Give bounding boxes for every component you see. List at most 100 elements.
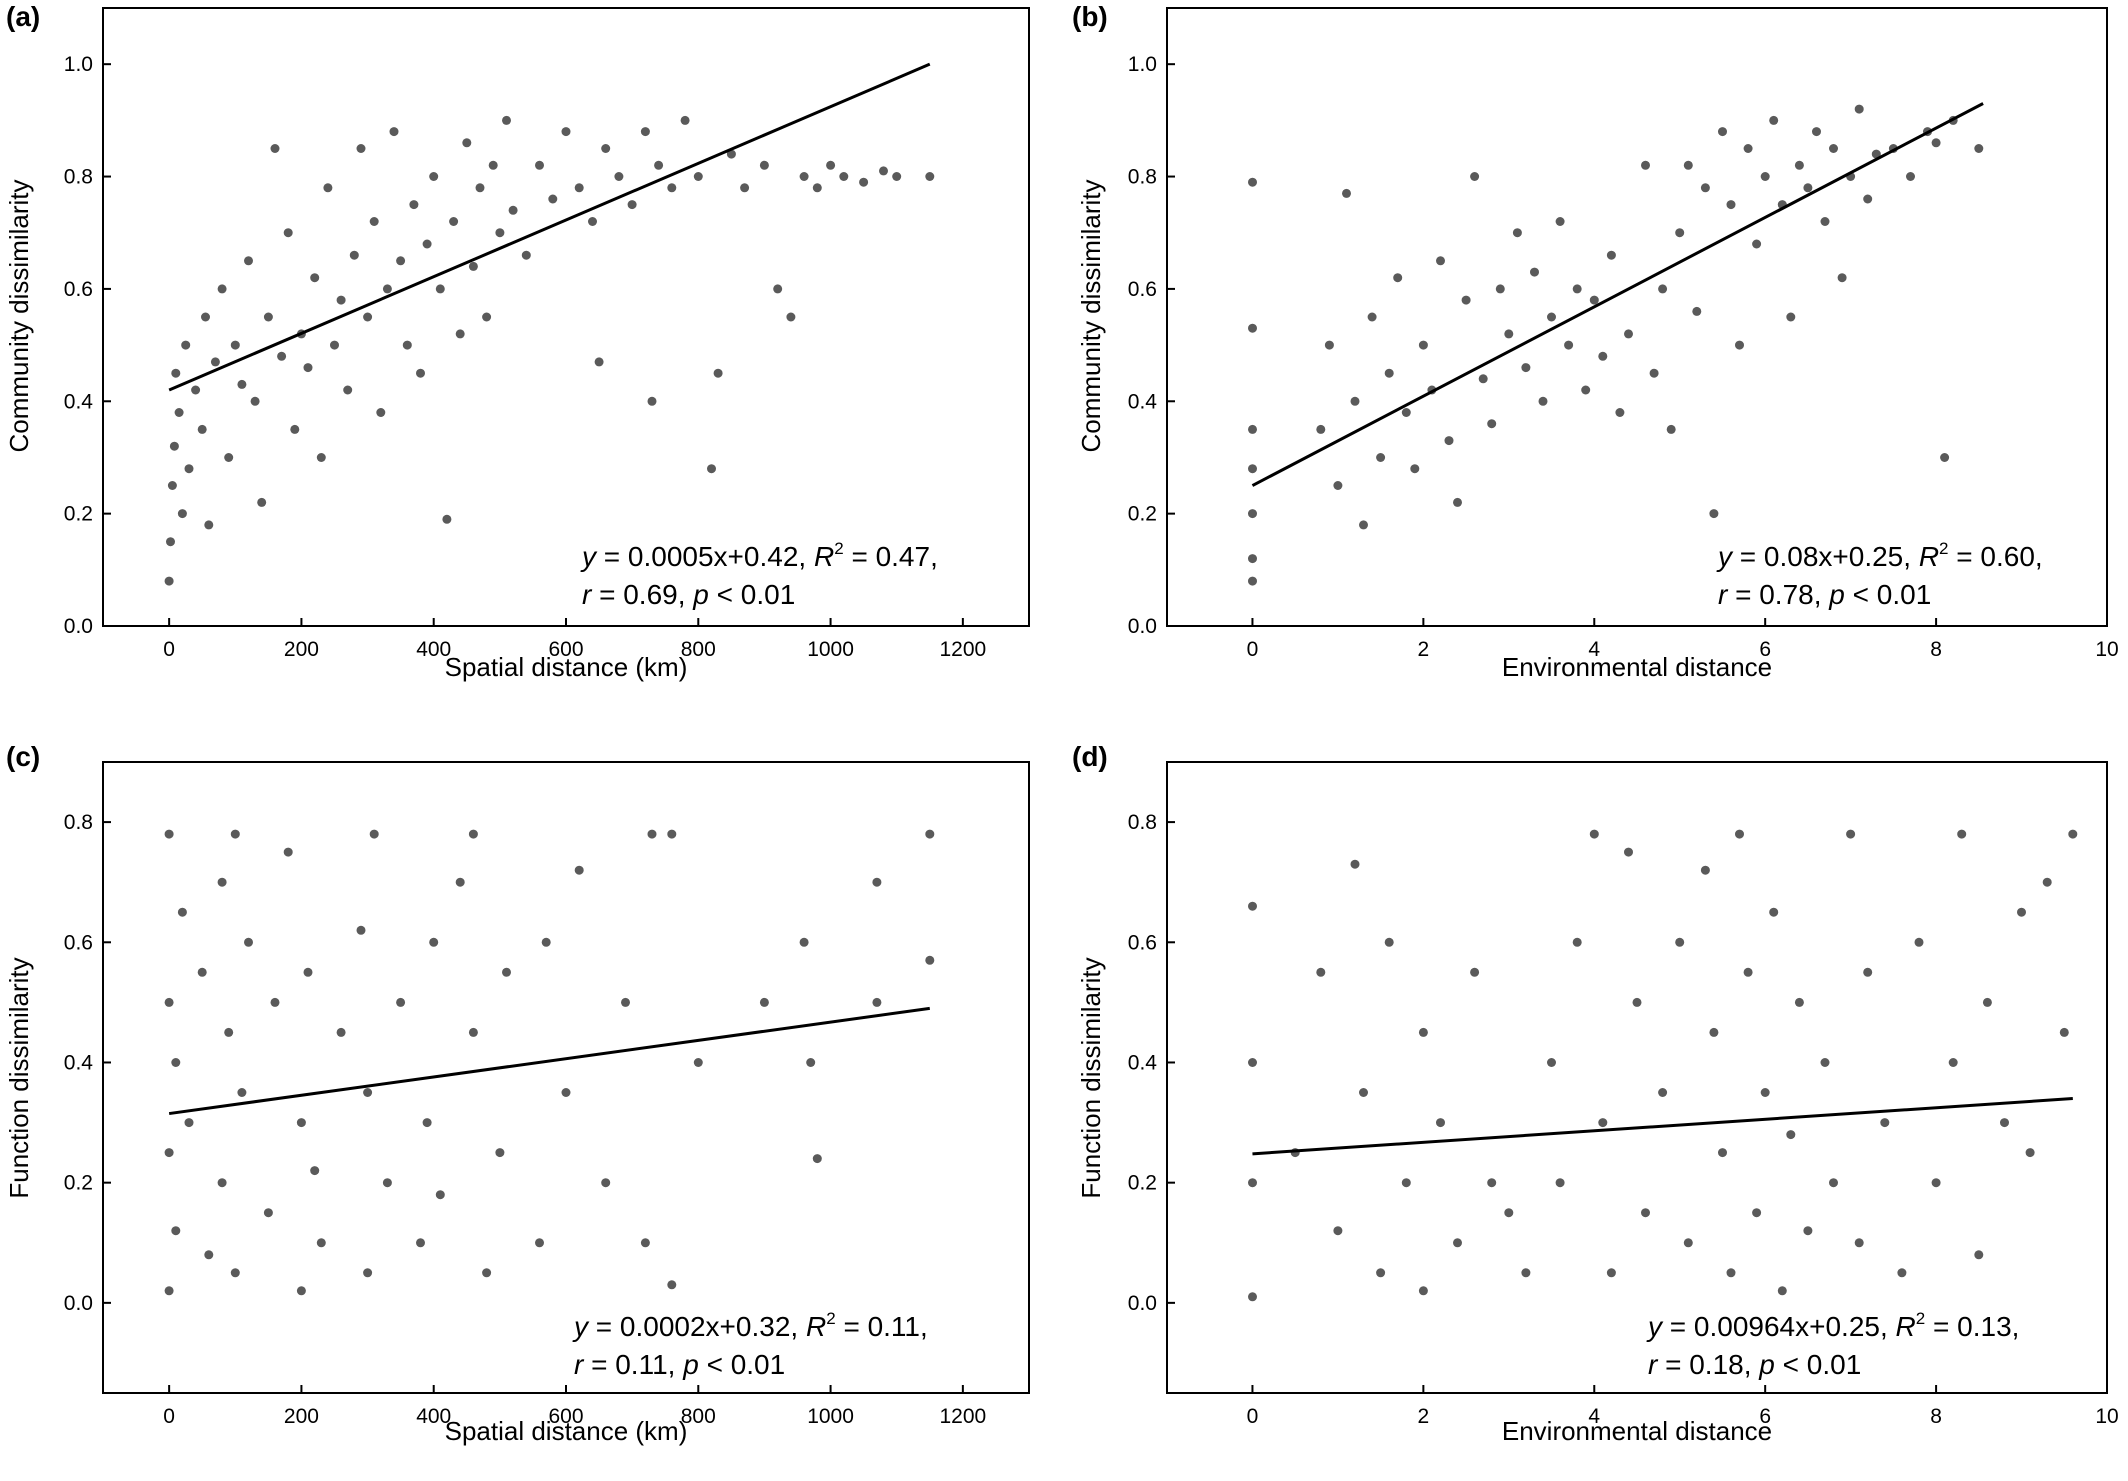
panel-d-point: [1641, 1208, 1650, 1218]
panel-c-point: [812, 1154, 822, 1164]
panel-a-equation-line1: y = 0.0005x+0.42, R2 = 0.47,: [580, 539, 938, 572]
panel-a-point: [422, 239, 432, 249]
panel-c-y-axis-title: Function dissimilarity: [4, 957, 34, 1198]
panel-a-point: [184, 464, 194, 474]
panel-a-point: [812, 183, 822, 193]
panel-b-point: [1436, 256, 1445, 266]
panel-a-point: [713, 368, 723, 378]
panel-d-point: [1606, 1268, 1616, 1278]
panel-a-point: [488, 160, 498, 170]
panel-c-point: [369, 829, 379, 839]
panel-c-point: [806, 1058, 816, 1067]
panel-d-point: [1359, 1088, 1368, 1097]
panel-a-point: [640, 127, 650, 137]
panel-c-point: [336, 1027, 346, 1037]
panel-c-point: [310, 1166, 320, 1176]
panel-a-point: [250, 396, 260, 406]
panel-d-point: [1786, 1130, 1796, 1140]
panel-a-point: [164, 576, 174, 586]
panel-c-point: [422, 1118, 432, 1128]
panel-b-point: [1248, 323, 1257, 333]
panel-c-point: [382, 1178, 392, 1188]
panel-b-x-tick-label: 6: [1759, 638, 1771, 661]
panel-d-point: [1752, 1208, 1762, 1218]
panel-b-y-tick-label: 0.2: [1128, 503, 1157, 526]
panel-a-point: [376, 408, 386, 417]
panel-a-point: [594, 357, 604, 367]
panel-a-point: [449, 217, 459, 226]
panel-c-label: (c): [6, 741, 40, 772]
panel-b-y-ticks: 0.0 0.2 0.4 0.6 0.8 1.0: [1128, 53, 1175, 638]
panel-b-point: [1401, 408, 1411, 417]
panel-a-point: [442, 514, 452, 524]
panel-d-point: [1418, 1286, 1428, 1296]
panel-b-point: [1794, 160, 1804, 170]
panel-a-point: [654, 160, 664, 170]
panel-b-point: [1350, 396, 1360, 406]
panel-b-point: [1316, 424, 1326, 434]
panel-d-point: [1675, 937, 1685, 947]
panel-a-x-tick-label: 1000: [807, 638, 854, 661]
panel-a-point: [482, 312, 492, 322]
panel-b-point: [1752, 239, 1762, 249]
panel-b-point: [1837, 273, 1847, 283]
panel-d-point: [1572, 937, 1582, 947]
panel-b-point: [1718, 127, 1727, 137]
panel-b-y-tick-label: 0.6: [1128, 278, 1157, 301]
panel-b-point: [1606, 250, 1616, 260]
panel-d-x-tick-label: 10: [2095, 1405, 2118, 1428]
panel-a-point: [343, 385, 353, 395]
panel-c-point: [640, 1238, 650, 1248]
panel-b-point: [1564, 340, 1574, 350]
panel-b-point: [1709, 509, 1719, 519]
panel-c-point: [925, 829, 935, 839]
panel-d-point: [1350, 859, 1360, 869]
panel-b-x-ticks: 0 2 4 6 8 10: [1247, 618, 2119, 661]
panel-b-point: [1675, 228, 1685, 238]
panel-b-label: (b): [1072, 1, 1108, 32]
panel-d-point: [1333, 1226, 1343, 1236]
panel-c-y-tick-label: 0.8: [64, 811, 93, 834]
panel-c-point: [237, 1088, 247, 1097]
panel-c-y-ticks: 0.0 0.2 0.4 0.6 0.8: [64, 811, 111, 1315]
panel-b-x-tick-label: 10: [2095, 638, 2118, 661]
panel-d-point: [1376, 1268, 1386, 1278]
panel-a-point: [588, 217, 597, 226]
panel-a-point: [257, 497, 267, 507]
panel-d-y-axis-title: Function dissimilarity: [1076, 957, 1106, 1198]
panel-a-point: [892, 172, 902, 181]
panel-b-point: [1692, 306, 1702, 316]
panel-a-point: [283, 228, 293, 238]
panel-b-point: [1376, 453, 1386, 462]
panel-d-equation-line1: y = 0.00964x+0.25, R2 = 0.13,: [1646, 1309, 2019, 1342]
panel-a-point: [521, 250, 531, 260]
panel-a-point: [402, 340, 412, 350]
panel-b-point: [1700, 183, 1710, 193]
panel-d-point: [2017, 907, 2026, 917]
panel-b-point: [1393, 273, 1403, 283]
panel-d-point: [1709, 1027, 1719, 1037]
panel-b-equation-line2: r = 0.78, p < 0.01: [1718, 579, 1931, 610]
panel-a-point: [462, 138, 472, 148]
panel-d-point: [1863, 967, 1873, 977]
panel-a-point: [429, 172, 439, 181]
panel-b-point: [1906, 172, 1915, 181]
panel-b-point: [1538, 396, 1548, 406]
panel-a-point: [363, 312, 373, 322]
panel-a-point: [396, 256, 406, 266]
panel-b-point: [1384, 368, 1394, 378]
panel-d-point: [2059, 1027, 2069, 1037]
panel-a-point: [210, 357, 220, 367]
panel-c-point: [601, 1178, 611, 1188]
panel-c-point: [647, 829, 657, 839]
panel-a-point: [826, 160, 836, 170]
panel-b-point: [1735, 340, 1744, 350]
panel-b-point: [1530, 267, 1539, 277]
panel-c-y-tick-label: 0.4: [64, 1051, 94, 1074]
panel-d-point: [1316, 967, 1326, 977]
panel-d-point: [1803, 1226, 1813, 1236]
panel-a-point: [773, 284, 783, 294]
panel-a-x-axis-title: Spatial distance (km): [445, 652, 688, 682]
panel-b-x-axis-title: Environmental distance: [1502, 652, 1772, 682]
panel-c-point: [502, 967, 511, 977]
